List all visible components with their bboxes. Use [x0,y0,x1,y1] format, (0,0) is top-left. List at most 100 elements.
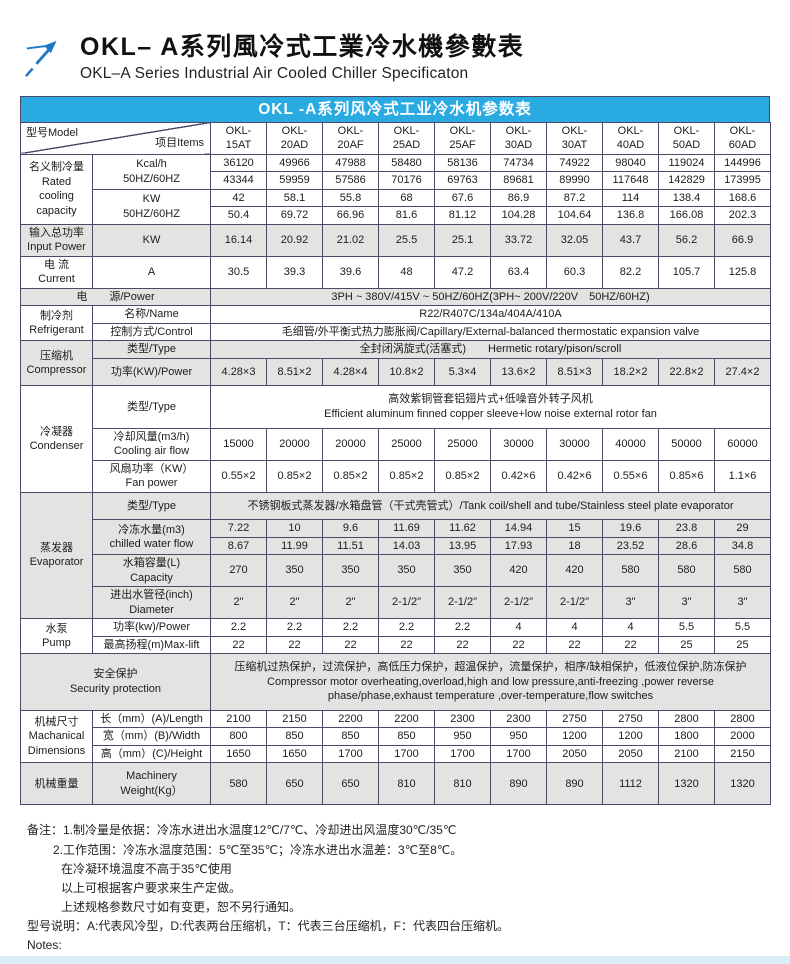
value-cell: 202.3 [714,206,771,225]
value-cell: OKL- 40AD [602,121,659,155]
table-cell: KW 50HZ/60HZ [92,188,211,225]
value-cell: 19.6 [602,519,659,538]
page-subtitle: OKL–A Series Industrial Air Cooled Chill… [80,64,469,82]
value-cell: 2100 [658,744,715,764]
value-cell: 2150 [266,709,323,729]
value-cell: 2.2 [210,618,267,637]
value-cell: 810 [434,762,491,806]
table-cell: 高效紫铜管套铝翅片式+低噪音外转子风机 Efficient aluminum f… [210,385,771,429]
value-cell: 2-1/2" [490,586,547,620]
value-cell: 650 [322,762,379,806]
value-cell: 15000 [210,427,267,461]
table-cell: Machinery Weight(Kg） [92,762,211,806]
value-cell: 4 [546,618,603,637]
value-cell: 104.64 [546,206,603,225]
page-header: OKL– A系列風冷式工業冷水機參數表 OKL–A Series Industr… [24,33,790,83]
value-cell: 20.92 [266,223,323,257]
value-cell: 4.28×4 [322,357,379,387]
value-cell: 2200 [322,709,379,729]
value-cell: 30.5 [210,255,267,289]
value-cell: 7.22 [210,519,267,538]
value-cell: 350 [378,554,435,588]
value-cell: 350 [266,554,323,588]
value-cell: 2-1/2" [546,586,603,620]
value-cell: 43.7 [602,223,659,257]
value-cell: 22 [434,635,491,655]
value-cell: 66.96 [322,206,379,225]
value-cell: 11.51 [322,536,379,556]
value-cell: 1650 [266,744,323,764]
value-cell: 0.85×2 [322,459,379,493]
value-cell: 2.2 [266,618,323,637]
table-cell: 电 流 Current [20,255,93,289]
value-cell: 1200 [546,727,603,746]
value-cell: OKL- 50AD [658,121,715,155]
value-cell: 23.8 [658,519,715,538]
value-cell: 2100 [210,709,267,729]
value-cell: 2.2 [378,618,435,637]
value-cell: 1.1×6 [714,459,771,493]
value-cell: 74922 [546,153,603,173]
value-cell: 81.12 [434,206,491,225]
value-cell: 5.5 [658,618,715,637]
value-cell: 58.1 [266,188,323,208]
table-cell: 全封闭涡旋式(活塞式) Hermetic rotary/pison/scroll [210,340,771,359]
value-cell: 1650 [210,744,267,764]
value-cell: 0.55×2 [210,459,267,493]
value-cell: 2" [322,586,379,620]
notes: 备注：1.制冷量是依据：冷冻水进出水温度12℃/7℃、冷却进出风温度30℃/35… [27,821,790,955]
table-cell: KW [92,223,211,257]
value-cell: 60.3 [546,255,603,289]
value-cell: 23.52 [602,536,659,556]
value-cell: 20000 [322,427,379,461]
value-cell: 50.4 [210,206,267,225]
table-cell: R22/R407C/134a/404A/410A [210,305,771,324]
value-cell: 55.8 [322,188,379,208]
value-cell: 86.9 [490,188,547,208]
value-cell: OKL- 25AF [434,121,491,155]
value-cell: 22.8×2 [658,357,715,387]
value-cell: 58136 [434,153,491,173]
value-cell: 420 [490,554,547,588]
table-cell: 冷凝器 Condenser [20,385,93,493]
value-cell: 2050 [546,744,603,764]
spec-table: 型号Model 项目Items OKL- 15AT OKL- 20AD OKL- 20A… [20,121,771,806]
value-cell: 18 [546,536,603,556]
value-cell: 1700 [490,744,547,764]
value-cell: 56.2 [658,223,715,257]
value-cell: 580 [658,554,715,588]
value-cell: 10.8×2 [378,357,435,387]
value-cell: 50000 [658,427,715,461]
value-cell: 13.95 [434,536,491,556]
value-cell: 2750 [546,709,603,729]
value-cell: 2050 [602,744,659,764]
value-cell: 810 [378,762,435,806]
value-cell: 39.3 [266,255,323,289]
value-cell: 30000 [546,427,603,461]
value-cell: 125.8 [714,255,771,289]
table-cell: 风扇功率（KW） Fan power [92,459,211,493]
table-cell: 机械重量 [20,762,93,806]
value-cell: 168.6 [714,188,771,208]
table-cell: 名义制冷量 Rated cooling capacity [20,153,93,225]
table-cell: 类型/Type [92,491,211,521]
value-cell: 1200 [602,727,659,746]
value-cell: 270 [210,554,267,588]
note-line: 以上可根据客户要求来生产定做。 [61,880,242,895]
value-cell: 63.4 [490,255,547,289]
value-cell: 114 [602,188,659,208]
value-cell: OKL- 25AD [378,121,435,155]
value-cell: 22 [490,635,547,655]
arrow-up-right-icon [24,40,57,78]
value-cell: 30000 [490,427,547,461]
table-cell: 安全保护 Security protection [20,653,211,711]
value-cell: 13.6×2 [490,357,547,387]
value-cell: 32.05 [546,223,603,257]
value-cell: 18.2×2 [602,357,659,387]
value-cell: 2-1/2" [434,586,491,620]
table-cell: 不锈钢板式蒸发器/水箱盘管（干式壳管式）/Tank coil/shell and… [210,491,771,521]
value-cell: 82.2 [602,255,659,289]
table-cell: 冷冻水量(m3) chilled water flow [92,519,211,556]
value-cell: 3" [658,586,715,620]
value-cell: OKL- 15AT [210,121,267,155]
